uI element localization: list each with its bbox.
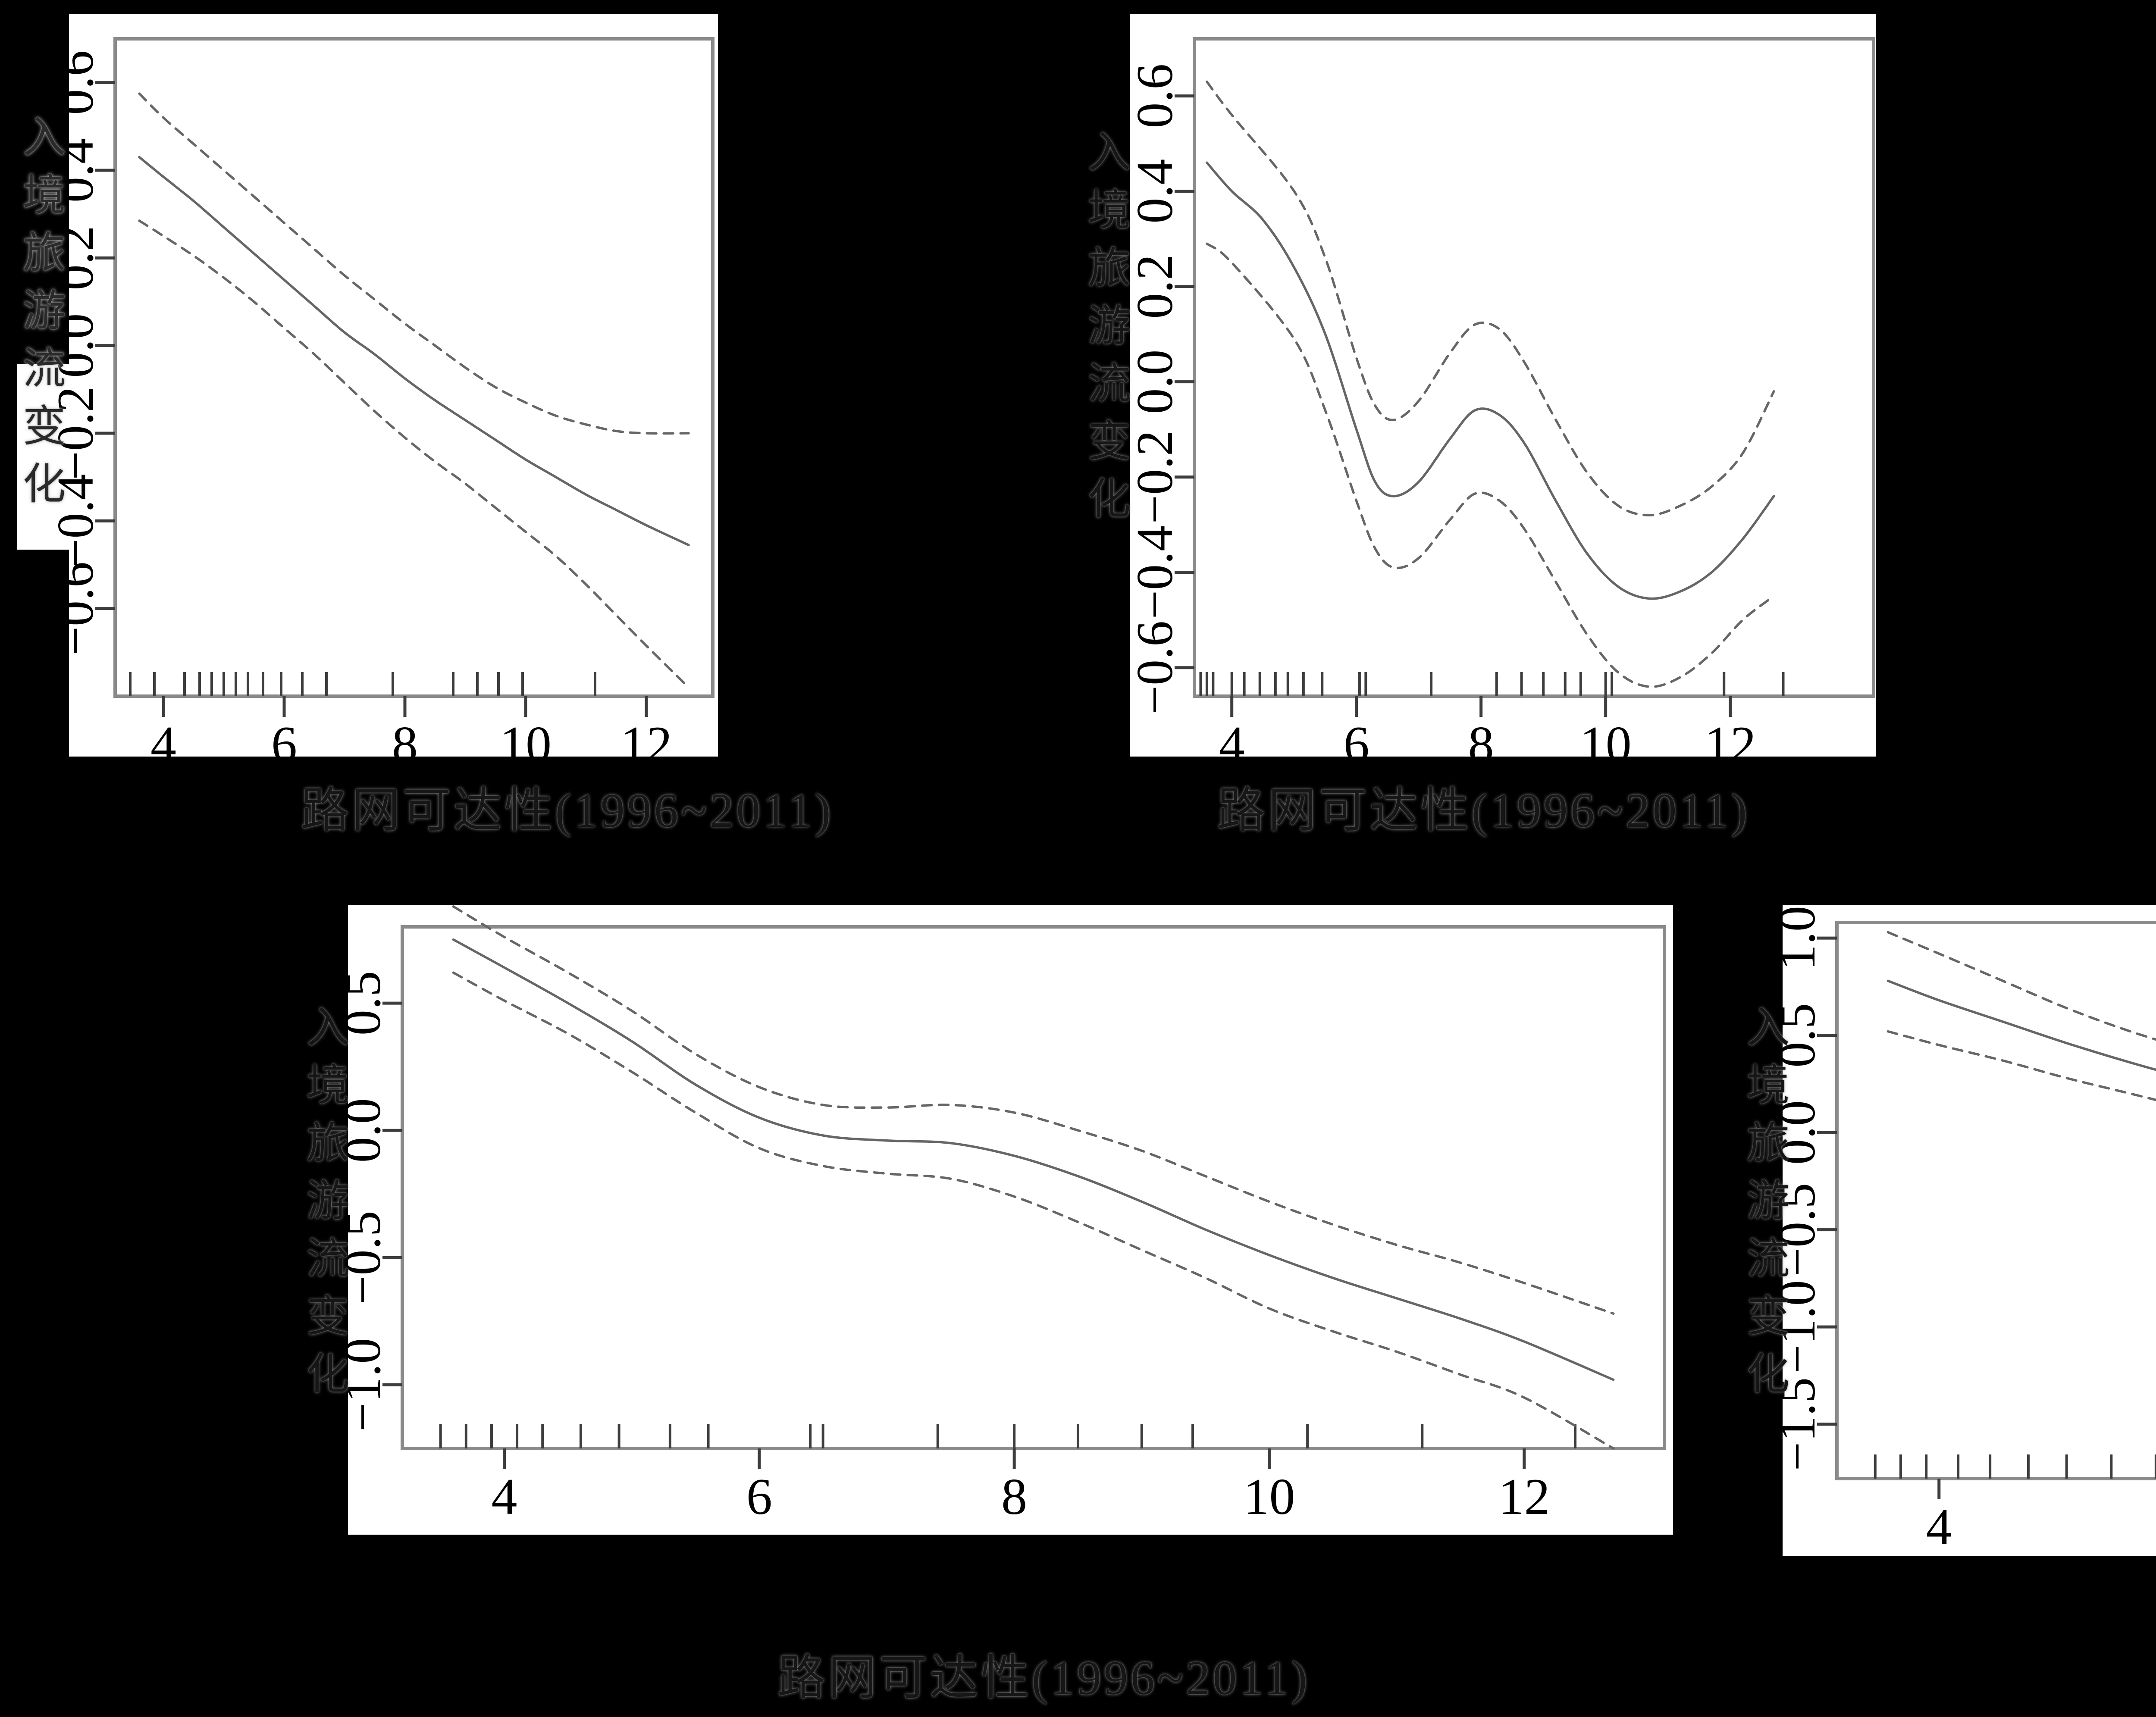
y-tick-label: −0.5 — [334, 1210, 391, 1304]
plot-frame — [401, 925, 1666, 1450]
x-tick-label: 6 — [271, 716, 297, 773]
ci-lower-line — [138, 219, 690, 689]
ci-upper-line — [452, 905, 1615, 1315]
panel-4: 0.5 0.0 −0.5 −1.0 4 6 8 10 12 — [334, 905, 1673, 1535]
x-tick-label: 10 — [1580, 716, 1632, 773]
fit-line — [1887, 979, 2156, 1071]
y-tick-label: 0.0 — [1768, 1100, 1826, 1165]
plot-frame — [1193, 37, 1875, 698]
panel-5: 1.00.50.0−0.5−1.0−1.54681012 — [1768, 905, 2156, 1556]
ci-upper-line — [138, 92, 690, 435]
x-tick-label: 4 — [492, 1468, 517, 1525]
x-axis-caption: 路网可达性(1996~2011) — [301, 784, 834, 838]
x-tick-label: 12 — [1498, 1468, 1550, 1525]
ci-lower-line — [1206, 242, 1775, 688]
y-tick-label: −1.0 — [334, 1338, 391, 1432]
y-tick-label: 0.0 — [1126, 350, 1183, 414]
x-tick-label: 4 — [1926, 1498, 1952, 1555]
y-tick-label: 1.0 — [1768, 906, 1826, 970]
panel-1-plot: 0.6 0.4 0.2 0.0 −0.2−0.4−0.6 4 6 8 10 12 — [47, 37, 714, 773]
x-tick-label: 10 — [1243, 1468, 1295, 1525]
y-tick-label: 0.0 — [47, 313, 104, 378]
panel-1: 0.6 0.4 0.2 0.0 −0.2 −0.4 −0.6 4 6 8 10 12 — [47, 14, 718, 773]
x-tick-label: 8 — [392, 716, 418, 773]
plot-frame — [1835, 921, 2156, 1480]
panel-5-plot: 1.00.50.0−0.5−1.0−1.54681012 — [1768, 906, 2156, 1555]
y-tick-label: −0.2 — [47, 386, 104, 480]
ci-lower-line — [1887, 1030, 2156, 1101]
y-tick-label: −1.0 — [1768, 1280, 1826, 1374]
y-axis-title: 入境旅游流变化 — [16, 114, 64, 519]
panel-2: 0.6 0.4 0.2 0.0 −0.2 −0.4 −0.6 4 6 8 10 12 — [1126, 14, 1876, 773]
ci-lower-line — [452, 971, 1615, 1450]
x-tick-label: 8 — [1468, 716, 1494, 773]
fit-line — [1206, 161, 1775, 600]
y-tick-label: −0.6 — [47, 562, 104, 656]
panel-2-plot: 0.6 0.4 0.2 0.0 −0.2−0.4−0.6 4 6 8 10 12 — [1126, 37, 1875, 773]
x-tick-label: 6 — [1344, 716, 1369, 773]
y-tick-label: −0.4 — [47, 474, 104, 568]
y-tick-label: 0.2 — [47, 225, 104, 290]
x-tick-label: 4 — [150, 716, 176, 773]
x-axis-caption: 路网可达性(1996~2011) — [777, 1651, 1310, 1705]
y-tick-label: −0.6 — [1126, 621, 1183, 715]
y-tick-label: 0.6 — [47, 50, 104, 115]
y-tick-label: 0.5 — [1768, 1003, 1826, 1068]
y-tick-label: 0.6 — [1126, 64, 1183, 128]
ci-upper-line — [1887, 931, 2156, 1041]
x-tick-label: 12 — [620, 716, 672, 773]
y-tick-label: 0.5 — [334, 971, 391, 1035]
y-tick-label: −0.4 — [1126, 525, 1183, 619]
y-tick-label: 0.0 — [334, 1098, 391, 1163]
y-tick-label: −0.2 — [1126, 430, 1183, 524]
x-tick-label: 8 — [1001, 1468, 1027, 1525]
y-tick-label: 0.4 — [47, 138, 104, 203]
fit-line — [138, 156, 690, 547]
fit-line — [452, 938, 1615, 1381]
x-tick-label: 12 — [1705, 716, 1756, 773]
y-tick-label: 0.2 — [1126, 254, 1183, 319]
x-tick-label: 4 — [1219, 716, 1245, 773]
ci-upper-line — [1206, 80, 1775, 516]
panel-4-plot: 0.5 0.0 −0.5 −1.0 4 6 8 10 12 — [334, 905, 1666, 1525]
y-tick-label: −1.5 — [1768, 1377, 1826, 1471]
y-tick-label: −0.5 — [1768, 1183, 1826, 1277]
y-axis-title: 入境旅游流变化 — [300, 1004, 348, 1409]
y-axis-title: 入境旅游流变化 — [1740, 1004, 1788, 1409]
panel-1-white-patch — [17, 364, 71, 550]
y-tick-label: 0.4 — [1126, 159, 1183, 224]
x-tick-label: 10 — [500, 716, 552, 773]
x-axis-caption: 路网可达性(1996~2011) — [1217, 784, 1750, 838]
y-axis-title: 入境旅游流变化 — [1081, 129, 1129, 534]
x-tick-label: 6 — [746, 1468, 772, 1525]
plot-frame — [113, 37, 714, 698]
